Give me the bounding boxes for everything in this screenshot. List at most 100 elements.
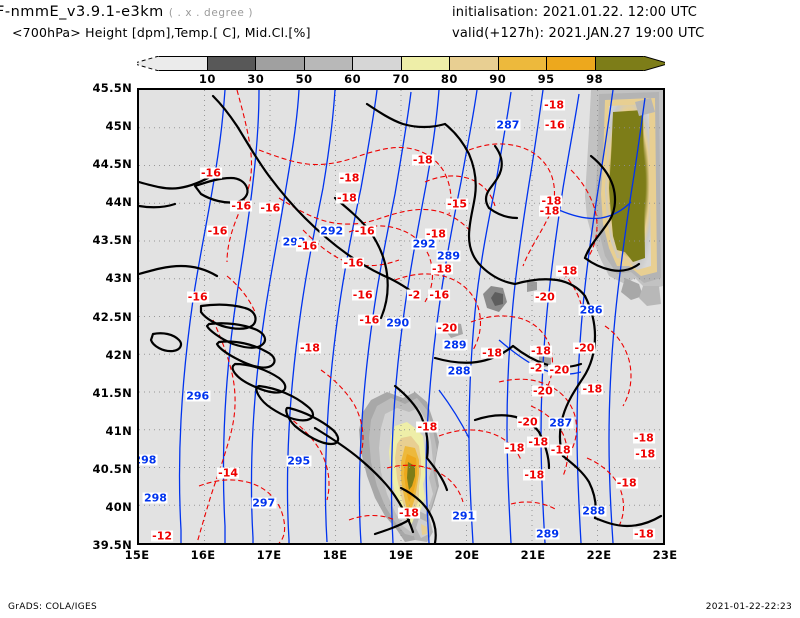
field-title: <700hPa> Height [dpm],Temp.[ C], Mid.Cl.… [12,25,311,40]
temperature-contour-label: -18 [581,382,604,396]
y-axis-tick: 45.5N [92,81,132,95]
height-contour-label: 286 [578,303,604,317]
temperature-contour-label: -12 [151,529,174,543]
temperature-contour-label: -14 [217,466,240,480]
height-contour-label: 292 [319,224,345,238]
temperature-contour-label: -18 [503,441,526,454]
colorbar-tick: 98 [586,72,604,86]
height-contour-label: 298 [139,454,158,466]
temperature-contour-label: -18 [556,264,579,278]
temperature-contour-label: -20 [573,341,596,355]
temperature-contour-label: -16 [186,290,209,304]
temperature-contour-label: -18 [416,420,439,434]
x-axis-tick: 18E [322,548,348,562]
initialisation-time: initialisation: 2021.01.22. 12:00 UTC [452,5,697,20]
temperature-contour-label: -18 [632,527,655,541]
y-axis-tick: 41N [105,423,132,438]
colorbar-segment [595,57,643,70]
colorbar: 10 30 50 60 70 80 90 95 98 [137,56,665,86]
temperature-contour-label: -18 [397,506,420,520]
temperature-contour-label: -18 [338,171,361,185]
height-contour-label: 292 [411,237,437,251]
colorbar-high-arrow [643,56,665,71]
temperature-contour-label: -18 [425,227,447,241]
temperature-contour-label: -16 [342,256,365,270]
colorbar-segment [547,57,596,70]
cloud-shading-northeast [585,90,663,306]
height-contour-label: 295 [286,454,312,468]
x-axis-tick: 22E [586,548,612,562]
colorbar-gradient [159,56,643,71]
temperature-contour-label: -15 [446,197,469,211]
temperature-contour-label: -20 [436,321,459,335]
temperature-contour-label: -18 [540,194,563,208]
temperature-contour-label: -16 [259,201,282,215]
temperature-contour-label: -18 [481,346,504,360]
colorbar-segment [256,57,305,70]
height-contour-label: 287 [548,416,574,430]
colorbar-segment [159,57,208,70]
temperature-contour-label: -20 [531,384,554,398]
temperature-contour-label: -18 [298,341,321,355]
temperature-contour-label: -20 [548,363,571,377]
colorbar-tick-labels: 10 30 50 60 70 80 90 95 98 [137,71,665,86]
colorbar-segment [207,57,256,70]
y-axis-tick: 42N [105,347,132,362]
temperature-contour-label: -2 [407,288,422,302]
colorbar-segment [304,57,353,70]
temperature-contour-label: -18 [634,447,657,461]
height-contour-label: 287 [495,118,521,132]
temperature-contour-label: -2 [529,361,544,375]
temperature-contour-label: -18 [543,98,566,112]
render-timestamp: 2021-01-22-22:23 [705,602,792,612]
temperature-contour-label: -16 [428,288,451,302]
temperature-contour-label: -18 [615,476,638,490]
temperature-contour-label: -20 [516,415,539,429]
x-axis-tick: 17E [256,548,282,562]
temperature-contour-label: -18 [538,204,561,218]
header-left: F-nmmE_v3.9.1-e3km ( . x . degree ) <700… [0,4,420,40]
header-right: initialisation: 2021.01.22. 12:00 UTC va… [452,5,800,41]
height-contour-label: 290 [385,316,411,330]
temperature-contour-label: -18 [335,191,358,205]
colorbar-tick: 90 [489,72,507,86]
model-resolution-note: ( . x . degree ) [168,7,254,19]
model-title: F-nmmE_v3.9.1-e3km [0,4,164,20]
valid-time: valid(+127h): 2021.JAN.27 19:00 UTC [452,26,705,41]
colorbar-segment [450,57,499,70]
height-contour-label: 291 [451,509,477,523]
x-axis-tick: 20E [454,548,480,562]
y-axis-tick: 40N [105,499,132,514]
temperature-contour-label: -18 [549,443,572,457]
colorbar-tick: 60 [344,72,362,86]
colorbar-segment [401,57,450,70]
temperature-contour-label: -16 [230,199,253,213]
y-axis-tick: 44.5N [92,157,132,172]
colorbar-tick: 50 [295,72,313,86]
height-contour-label: 298 [142,491,168,505]
colorbar-segment [353,57,402,70]
colorbar-tick: 95 [537,72,555,86]
height-contour-label: 293 [281,235,307,249]
colorbar-tick: 10 [198,72,216,86]
temperature-contour-label: -18 [523,468,546,482]
height-contour-label: 288 [581,504,607,518]
y-axis-tick: 45N [105,119,132,134]
temperature-contour-label: -20 [533,290,556,304]
temperature-contour-label: -16 [353,224,376,238]
colorbar-segment [498,57,547,70]
height-contour-label: 296 [185,389,211,403]
y-axis-tick: 40.5N [92,461,132,476]
y-axis-tick: 43N [105,271,132,286]
y-axis-tick: 41.5N [92,385,132,400]
x-axis-tick: 16E [190,548,216,562]
height-contour-label: 289 [442,338,468,352]
x-axis-tick: 19E [388,548,414,562]
temperature-contour-label: -16 [206,224,229,238]
map-plot-area: -18 -16 287 -18 -18 -18 -16 -18 -18 -16 -16 -15 -16 2… [137,88,665,545]
temperature-contour-label: -18 [430,262,453,276]
colorbar-tick: 80 [440,72,458,86]
colorbar-tick: 70 [392,72,410,86]
x-axis-tick: 23E [652,548,678,562]
temperature-contour-label: -18 [529,344,552,358]
